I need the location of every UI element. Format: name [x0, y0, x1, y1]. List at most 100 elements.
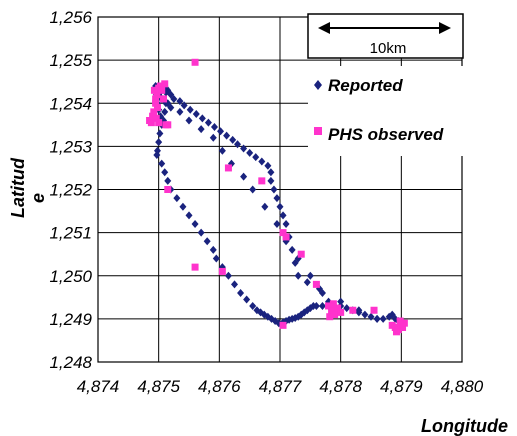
- point-reported: [246, 148, 254, 157]
- x-tick-label: 4,875: [137, 377, 180, 396]
- point-reported: [306, 271, 314, 280]
- point-phs-observed: [152, 99, 160, 107]
- y-axis-title-line-1: Latitud: [8, 157, 28, 218]
- point-phs-observed: [399, 324, 407, 331]
- point-reported: [161, 168, 169, 177]
- y-tick-label: 1,252: [49, 181, 92, 200]
- point-reported: [209, 245, 217, 254]
- point-reported: [153, 151, 161, 159]
- legend-marker-phs: [314, 127, 322, 135]
- y-tick-label: 1,248: [49, 353, 92, 372]
- y-axis-title-line-2: e: [28, 193, 48, 203]
- point-phs-observed: [155, 119, 163, 127]
- point-reported: [161, 107, 169, 116]
- point-phs-observed: [282, 233, 290, 241]
- point-reported: [185, 116, 193, 125]
- y-axis-ticks: 1,248 1,249 1,250 1,251 1,252 1,253 1,254 1,255…: [49, 8, 92, 372]
- x-tick-label: 4,877: [259, 377, 302, 396]
- point-phs-observed: [152, 114, 160, 122]
- point-reported: [243, 295, 251, 304]
- point-reported: [237, 289, 245, 297]
- point-reported: [185, 211, 193, 220]
- point-phs-observed: [152, 95, 160, 103]
- point-phs-observed: [328, 306, 336, 314]
- point-phs-observed: [337, 308, 345, 316]
- scale-bar-box: [307, 13, 464, 59]
- data-series: [146, 58, 408, 336]
- legend-entries-box: [308, 66, 463, 156]
- point-reported: [224, 271, 232, 280]
- point-phs-observed: [392, 328, 400, 336]
- x-axis-title: Longitude: [421, 416, 508, 436]
- legend-marker-reported: [314, 80, 322, 90]
- point-reported: [192, 110, 200, 119]
- series-phs-observed: [146, 58, 408, 336]
- point-reported: [273, 194, 281, 203]
- point-phs-observed: [158, 86, 166, 94]
- point-phs-observed: [312, 280, 320, 288]
- point-reported: [318, 301, 326, 310]
- point-reported: [279, 211, 287, 220]
- point-phs-observed: [153, 104, 161, 112]
- point-reported: [203, 237, 211, 246]
- point-reported: [258, 157, 266, 166]
- point-phs-observed: [161, 80, 169, 88]
- point-reported: [270, 185, 278, 194]
- point-reported: [273, 220, 281, 228]
- point-phs-observed: [258, 177, 266, 185]
- point-phs-observed: [329, 300, 337, 308]
- point-reported: [288, 245, 296, 254]
- point-reported: [204, 118, 212, 127]
- point-phs-observed: [191, 263, 199, 271]
- y-tick-label: 1,251: [49, 224, 92, 243]
- point-reported: [294, 271, 302, 280]
- point-reported: [240, 144, 248, 153]
- point-reported: [379, 314, 387, 323]
- point-reported: [361, 310, 369, 319]
- point-reported: [176, 97, 184, 106]
- point-reported: [252, 153, 260, 162]
- y-tick-label: 1,255: [49, 51, 92, 70]
- y-tick-label: 1,256: [49, 8, 92, 27]
- point-reported: [264, 161, 272, 170]
- point-reported: [355, 306, 363, 315]
- legend: 10km Reported PHS observed: [307, 13, 464, 156]
- legend-label-reported: Reported: [328, 76, 403, 95]
- x-axis-ticks: 4,874 4,875 4,876 4,877 4,878 4,879 4,880: [77, 377, 484, 396]
- point-reported: [343, 304, 351, 313]
- legend-label-phs: PHS observed: [328, 125, 444, 144]
- point-phs-observed: [331, 311, 339, 319]
- point-phs-observed: [396, 317, 404, 325]
- point-phs-observed: [334, 304, 342, 312]
- point-reported: [223, 131, 231, 140]
- point-reported: [276, 202, 284, 211]
- point-phs-observed: [325, 302, 333, 310]
- x-tick-label: 4,876: [198, 377, 241, 396]
- point-reported: [249, 185, 257, 194]
- point-reported: [210, 122, 218, 131]
- point-reported: [209, 133, 217, 142]
- point-reported: [173, 194, 181, 203]
- point-phs-observed: [147, 119, 155, 127]
- point-reported: [367, 312, 375, 321]
- point-reported: [164, 176, 172, 185]
- scale-bar-arrow-left-head: [318, 22, 330, 34]
- point-reported: [218, 146, 226, 155]
- x-tick-label: 4,874: [77, 377, 120, 396]
- point-phs-observed: [224, 164, 232, 172]
- point-reported: [229, 135, 237, 144]
- x-tick-label: 4,879: [380, 377, 423, 396]
- point-reported: [217, 127, 225, 136]
- point-reported: [158, 159, 166, 168]
- point-phs-observed: [164, 121, 172, 129]
- point-reported: [249, 301, 257, 310]
- y-tick-label: 1,250: [49, 267, 92, 286]
- point-phs-observed: [191, 58, 199, 66]
- y-tick-label: 1,249: [49, 310, 92, 329]
- point-phs-observed: [160, 95, 168, 103]
- point-phs-observed: [400, 319, 408, 327]
- point-reported: [155, 138, 163, 147]
- x-tick-label: 4,878: [319, 377, 362, 396]
- plot-area: [97, 16, 463, 363]
- point-reported: [197, 125, 205, 134]
